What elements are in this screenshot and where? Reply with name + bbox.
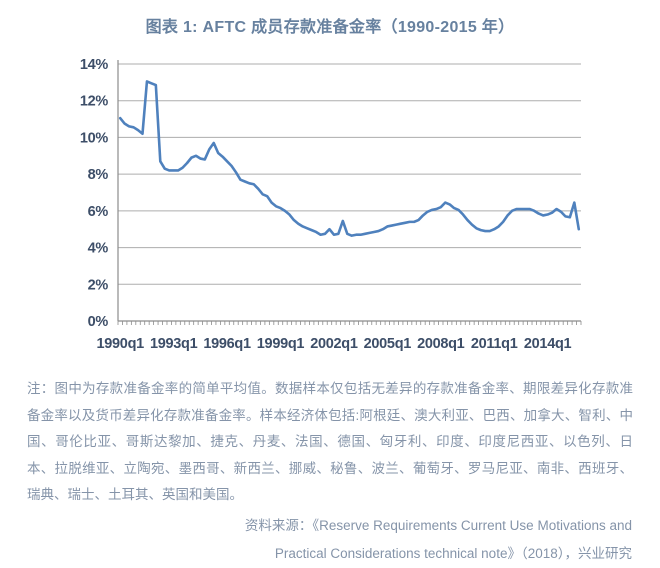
y-tick-label: 4%	[88, 241, 109, 257]
x-tick-label: 1993q1	[150, 336, 198, 352]
x-tick-label: 2011q1	[471, 336, 518, 352]
y-tick-label: 14%	[80, 57, 109, 73]
chart-title: 图表 1: AFTC 成员存款准备金率（1990-2015 年）	[145, 19, 515, 36]
y-tick-label: 8%	[88, 167, 109, 183]
x-axis-labels: 1990q1 1993q1 1996q1 1999q1 2002q1 2005q1 2008…	[97, 336, 572, 352]
axes	[117, 60, 581, 322]
x-tick-label: 1999q1	[257, 336, 305, 352]
x-tick-label: 1996q1	[203, 336, 251, 352]
x-tick-label: 2002q1	[310, 336, 358, 352]
figure-page: 图表 1: AFTC 成员存款准备金率（1990-2015 年） 0% 2% 4% 6…	[27, 19, 633, 561]
x-tick-label: 2014q1	[524, 336, 572, 352]
y-tick-label: 6%	[88, 204, 109, 220]
y-tick-label: 10%	[80, 130, 109, 146]
y-axis-labels: 0% 2% 4% 6% 8% 10% 12% 14%	[80, 57, 109, 330]
source-line-1: 资料来源：《Reserve Requirements Current Use M…	[244, 517, 632, 533]
x-tick-label: 2008q1	[417, 336, 465, 352]
y-tick-label: 0%	[88, 314, 109, 330]
chart-note: 注：图中为存款准备金率的简单平均值。数据样本仅包括无差异的存款准备金率、期限差异…	[27, 381, 633, 502]
chart-source: 资料来源：《Reserve Requirements Current Use M…	[27, 512, 632, 568]
source-line-2: Practical Considerations technical note》…	[274, 545, 632, 561]
x-axis-quarter-ticks	[117, 321, 582, 325]
gridlines	[118, 63, 581, 285]
line-chart: 0%2%4%6%8%10%12%14%1990q1 1993q1 1996q1 199…	[80, 57, 582, 352]
y-tick-label: 12%	[80, 94, 109, 110]
y-tick-label: 2%	[88, 277, 109, 293]
x-tick-label: 1990q1	[97, 336, 145, 352]
x-tick-label: 2005q1	[364, 336, 412, 352]
reserve-ratio-line	[118, 80, 581, 237]
